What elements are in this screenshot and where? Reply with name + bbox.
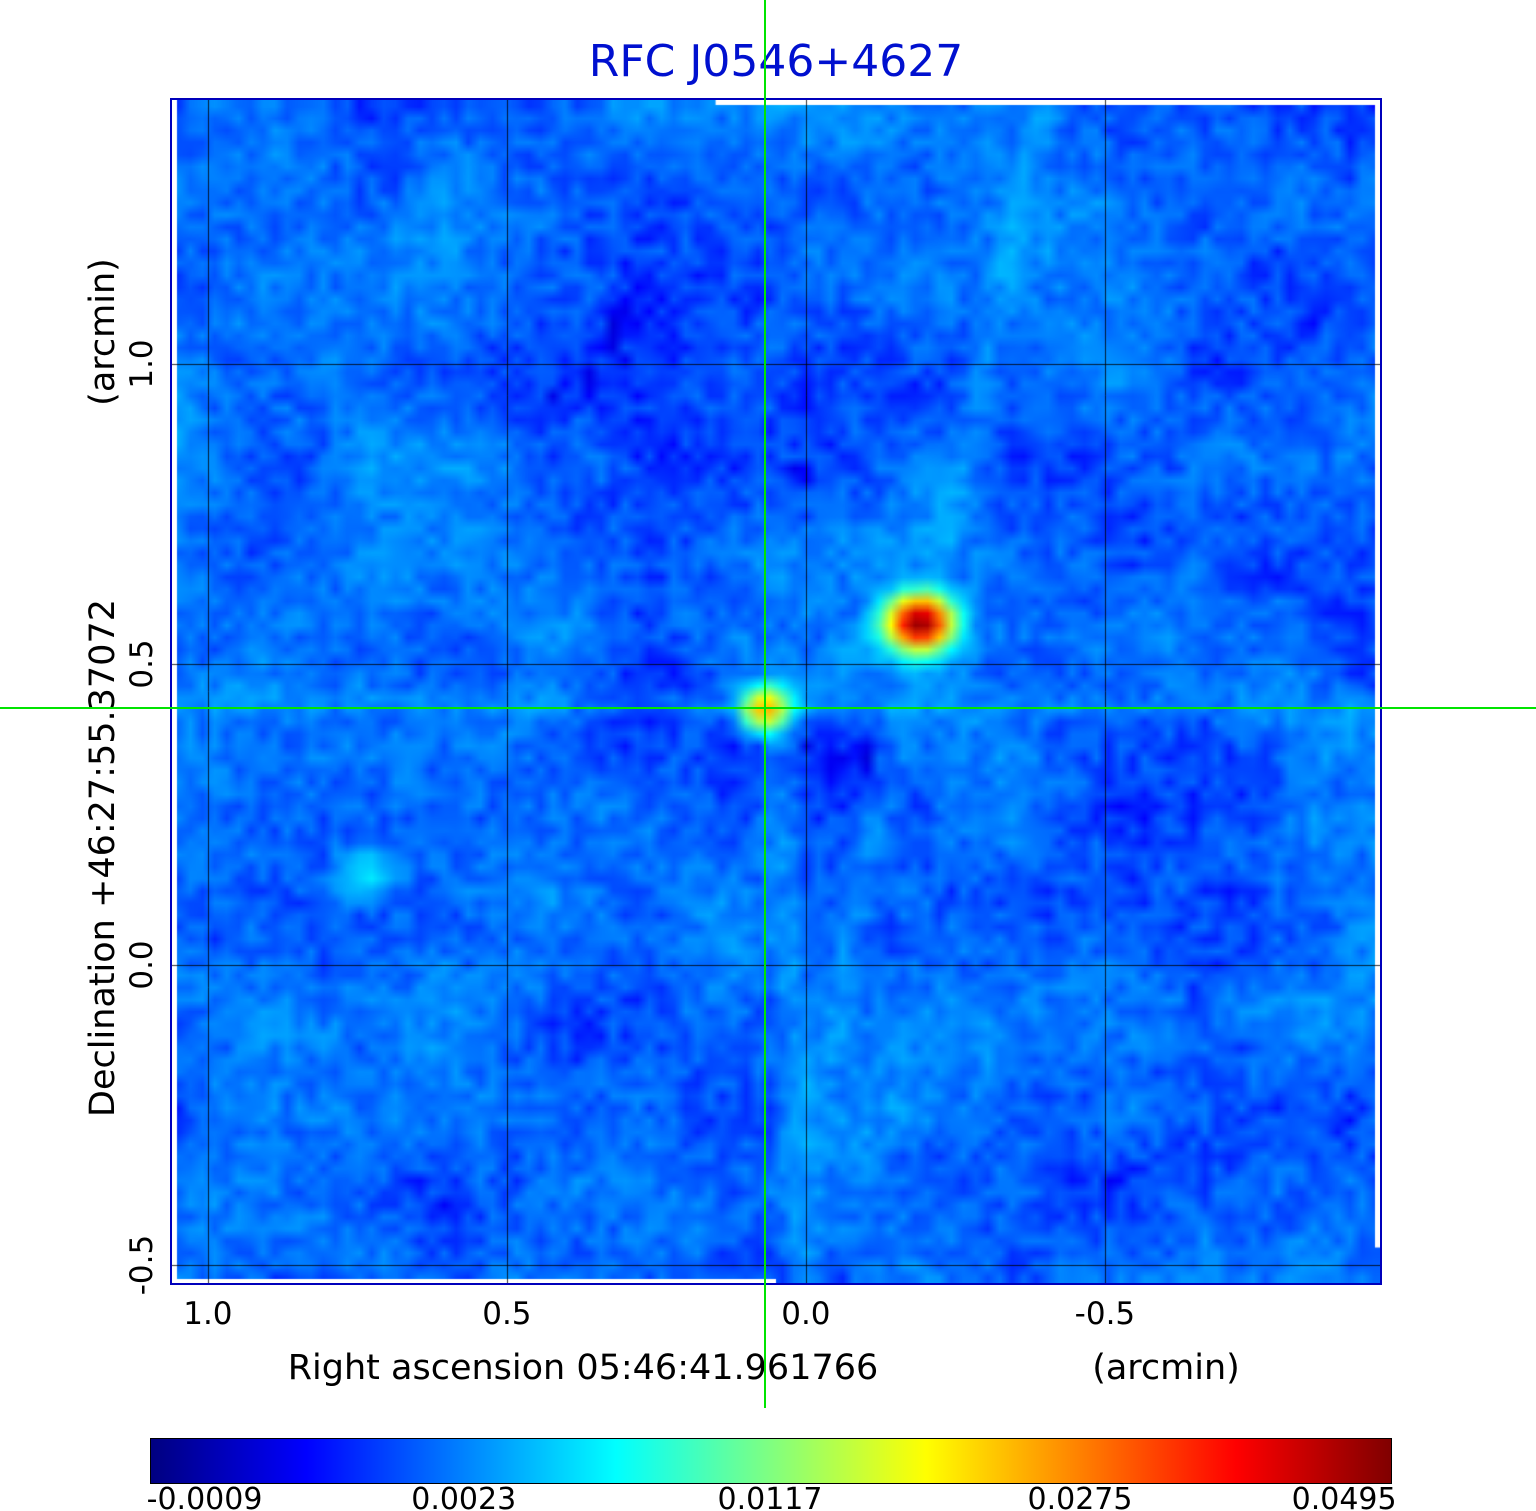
x-axis-unit-label: (arcmin) — [1092, 1348, 1240, 1388]
y-axis-label: Declination +46:27:55.37072 — [83, 599, 123, 1117]
y-tick-label: 0.5 — [124, 639, 160, 690]
crosshair-horizontal-line — [0, 707, 1536, 710]
sky-map-canvas — [172, 100, 1380, 1283]
x-tick-label: 1.0 — [183, 1296, 233, 1332]
colorbar-tick-label: 0.0023 — [411, 1482, 517, 1511]
figure-title: RFC J0546+4627 — [588, 36, 964, 87]
colorbar-gradient — [150, 1438, 1392, 1484]
x-axis-label: Right ascension 05:46:41.961766 — [287, 1348, 879, 1388]
y-tick-label: 0.0 — [124, 940, 160, 990]
y-tick-label: -0.5 — [124, 1234, 160, 1296]
y-axis-unit-label: (arcmin) — [83, 258, 123, 406]
colorbar-tick-labels: -0.0009 0.0023 0.0117 0.0275 0.0495 — [146, 1482, 1397, 1511]
colorbar-tick-label: 0.0495 — [1291, 1482, 1397, 1511]
y-tick-label: 1.0 — [124, 339, 160, 389]
x-tick-label: 0.0 — [781, 1296, 831, 1332]
colorbar-tick-label: 0.0117 — [717, 1482, 823, 1511]
x-tick-label: 0.5 — [482, 1296, 532, 1332]
colorbar-tick-label: -0.0009 — [146, 1482, 263, 1511]
x-tick-label: -0.5 — [1074, 1296, 1136, 1332]
sky-map-plot — [170, 98, 1382, 1285]
crosshair-vertical-line — [763, 0, 766, 1408]
colorbar-tick-label: 0.0275 — [1027, 1482, 1133, 1511]
